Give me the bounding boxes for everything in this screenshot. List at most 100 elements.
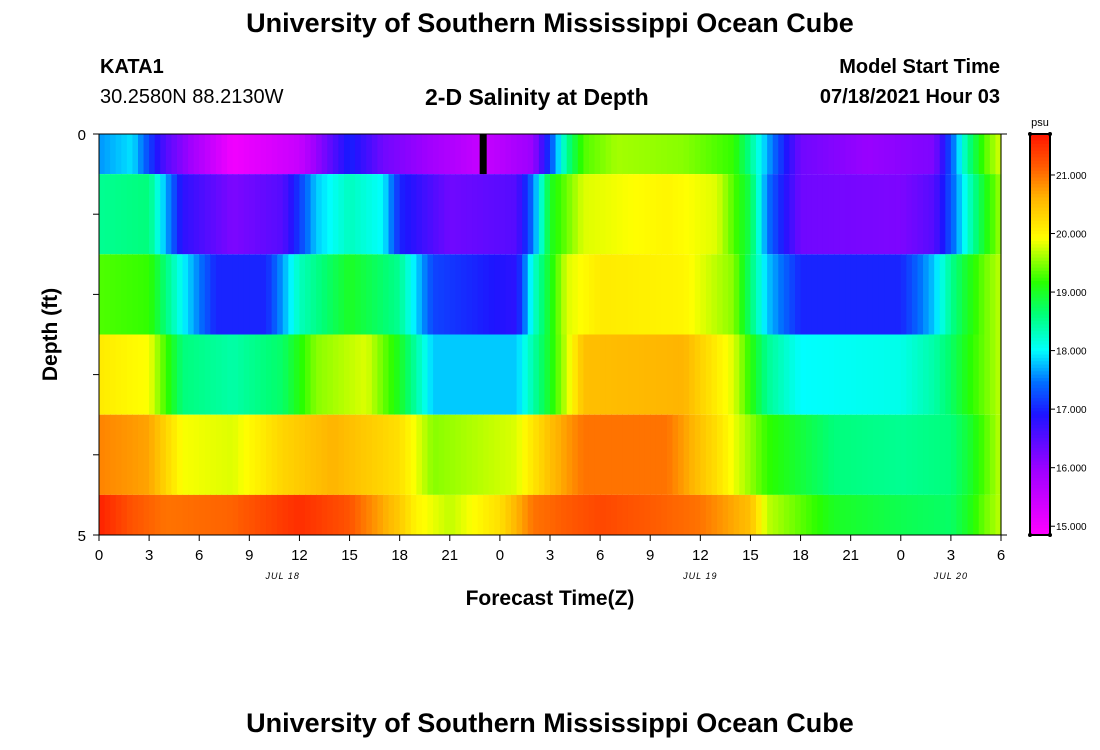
heatmap-cell: [733, 414, 740, 495]
heatmap-cell: [355, 334, 362, 415]
heatmap-cell: [266, 334, 273, 415]
heatmap-cell: [711, 334, 718, 415]
heatmap-cell: [828, 414, 835, 495]
heatmap-cell: [132, 174, 139, 255]
heatmap-cell: [800, 494, 807, 535]
x-tick-label: 6: [596, 547, 604, 564]
heatmap-cell: [700, 414, 707, 495]
heatmap-cell: [756, 494, 763, 535]
heatmap-cell: [950, 134, 958, 175]
heatmap-cell: [611, 174, 618, 255]
heatmap-cell: [956, 334, 963, 415]
footer-title: University of Southern Mississippi Ocean…: [246, 708, 854, 738]
heatmap-cell: [165, 254, 172, 335]
heatmap-cell: [861, 254, 868, 335]
heatmap-cell: [622, 134, 629, 175]
heatmap-cell: [215, 174, 223, 255]
heatmap-cell: [817, 254, 824, 335]
heatmap-cell: [822, 494, 829, 535]
heatmap-cell: [622, 334, 629, 415]
heatmap-cell: [728, 494, 735, 535]
heatmap-cell: [756, 254, 763, 335]
salinity-chart: 0 3 6 9 12 15 18 21 0 3 6 9 12 15 18 21 0 3 6 JUL 18 JUL 19 J…: [39, 117, 1087, 610]
colorbar-cell: [1030, 154, 1050, 158]
heatmap-cell: [271, 334, 278, 415]
heatmap-cell: [438, 134, 445, 175]
heatmap-cell: [137, 134, 145, 175]
heatmap-cell: [778, 334, 785, 415]
x-tick-label: 12: [291, 547, 308, 564]
heatmap-cell: [906, 254, 913, 335]
heatmap-cell: [104, 494, 111, 535]
heatmap-cell: [199, 334, 206, 415]
colorbar-cell: [1030, 267, 1050, 272]
colorbar-cell: [1030, 327, 1050, 332]
heatmap-cell: [850, 134, 857, 175]
colorbar-cell: [1030, 294, 1050, 299]
heatmap-cell: [906, 334, 913, 415]
heatmap-cell: [895, 134, 902, 175]
heatmap-cell: [856, 174, 863, 255]
heatmap-cell: [605, 254, 612, 335]
heatmap-cell: [945, 134, 952, 175]
colorbar-corner: [1028, 132, 1032, 136]
heatmap-cell: [950, 334, 958, 415]
heatmap-cell: [750, 134, 757, 175]
heatmap-cell: [338, 134, 345, 175]
heatmap-cell: [906, 494, 913, 535]
heatmap-cell: [126, 174, 134, 255]
heatmap-cell: [956, 494, 963, 535]
heatmap-cell: [355, 134, 362, 175]
heatmap-cell: [822, 334, 829, 415]
heatmap-cell: [973, 134, 980, 175]
colorbar-cell: [1030, 217, 1050, 222]
heatmap-cell: [99, 414, 106, 495]
colorbar-cell: [1030, 150, 1050, 155]
heatmap-cell: [756, 174, 763, 255]
heatmap-cell: [516, 174, 523, 255]
heatmap-cell: [249, 174, 256, 255]
colorbar-cell: [1030, 428, 1050, 433]
heatmap-cell: [282, 494, 289, 535]
colorbar-cell: [1030, 444, 1050, 449]
heatmap-cell: [550, 254, 557, 335]
heatmap-cell: [193, 134, 200, 175]
heatmap-cell: [288, 254, 295, 335]
colorbar: psu 15.000 16.000 17.000 18.000 19.000 20.000…: [1028, 117, 1087, 537]
heatmap-cell: [477, 334, 484, 415]
x-tick-label: 6: [195, 547, 203, 564]
heatmap-cell: [995, 494, 1002, 535]
heatmap-cell: [466, 254, 473, 335]
heatmap-cell: [232, 414, 239, 495]
heatmap-cell: [828, 174, 835, 255]
heatmap-cell: [305, 414, 312, 495]
heatmap-cell: [644, 254, 651, 335]
heatmap-cell: [833, 174, 841, 255]
heatmap-cell: [978, 414, 985, 495]
heatmap-cell: [499, 494, 507, 535]
colorbar-cell: [1030, 344, 1050, 349]
heatmap-cell: [522, 494, 529, 535]
heatmap-cell: [215, 134, 223, 175]
colorbar-cell: [1030, 431, 1050, 436]
heatmap-cell: [204, 494, 211, 535]
heatmap-cell: [717, 174, 724, 255]
heatmap-cell: [744, 174, 752, 255]
colorbar-cell: [1030, 518, 1050, 523]
heatmap-cell: [778, 134, 785, 175]
heatmap-cell: [99, 334, 106, 415]
heatmap-cell: [349, 254, 356, 335]
heatmap-cell: [143, 414, 150, 495]
heatmap-cell: [254, 414, 262, 495]
heatmap-cell: [99, 494, 106, 535]
heatmap-cell: [583, 174, 590, 255]
heatmap-cell: [616, 334, 623, 415]
heatmap-cell: [266, 254, 273, 335]
heatmap-cell: [839, 494, 846, 535]
heatmap-cell: [872, 174, 880, 255]
heatmap-cell: [705, 494, 713, 535]
heatmap-cell: [494, 334, 501, 415]
colorbar-cell: [1030, 234, 1050, 239]
heatmap-cell: [266, 414, 273, 495]
chart-subtitle: 2-D Salinity at Depth: [425, 84, 649, 110]
